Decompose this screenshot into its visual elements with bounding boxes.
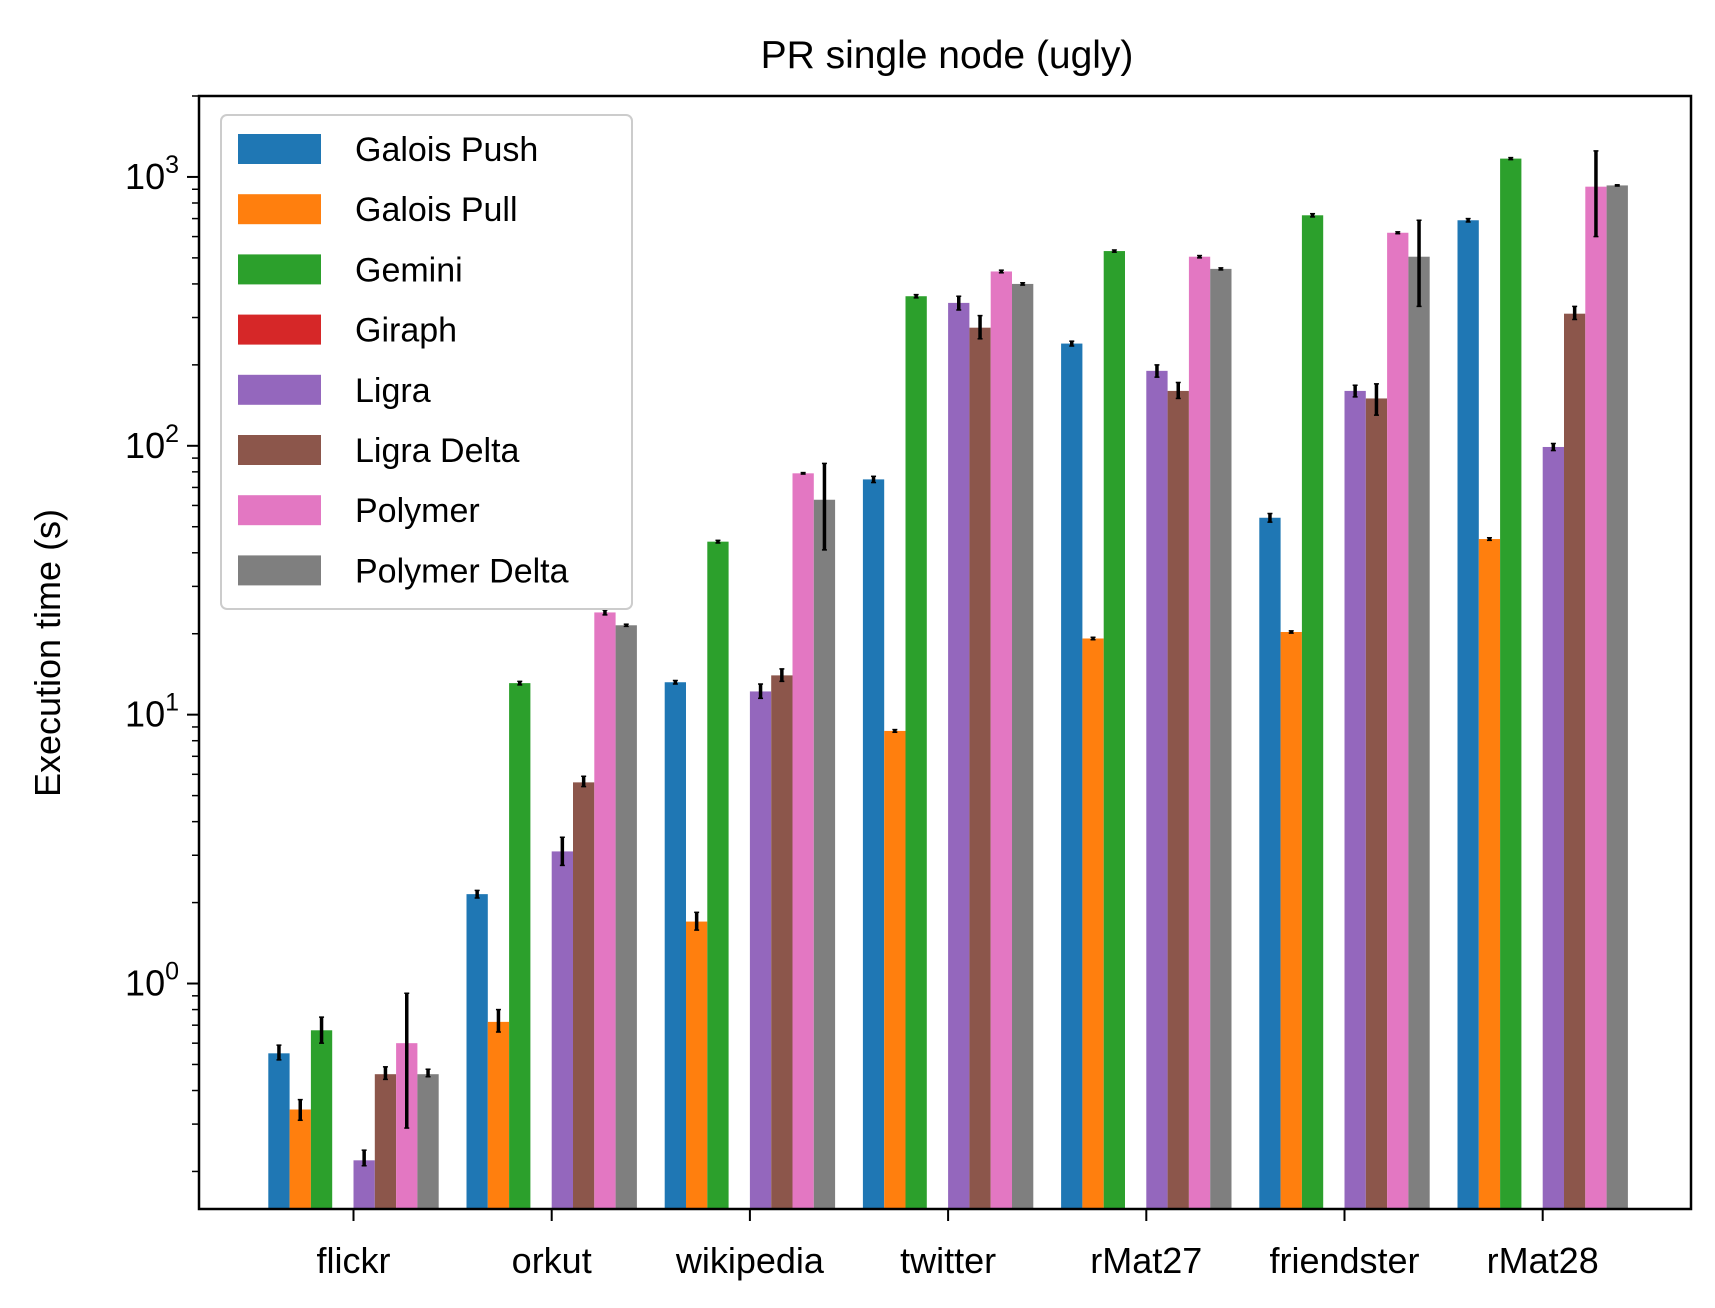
y-tick-exponent: 0 xyxy=(165,958,179,986)
bar xyxy=(1082,638,1104,1209)
x-tick-label: rMat27 xyxy=(1090,1240,1202,1281)
legend-swatch xyxy=(238,555,321,586)
bar xyxy=(813,499,836,1209)
legend-label: Polymer xyxy=(355,492,480,530)
bar xyxy=(1478,539,1501,1209)
legend-swatch xyxy=(238,314,321,345)
bar xyxy=(1280,631,1302,1209)
bar xyxy=(1167,390,1189,1210)
bar xyxy=(1301,215,1324,1209)
chart-title: PR single node (ugly) xyxy=(761,34,1134,77)
bar xyxy=(1344,390,1366,1210)
legend: Galois Push Galois Pull Gemini Giraph Ligra L… xyxy=(220,114,633,610)
bar xyxy=(905,296,927,1209)
legend-swatch xyxy=(238,134,321,164)
bar xyxy=(1146,370,1168,1209)
bar xyxy=(573,782,595,1209)
bar xyxy=(1542,446,1564,1209)
x-tick-label: twitter xyxy=(900,1240,996,1281)
legend-label: Ligra xyxy=(355,372,431,410)
bar xyxy=(1500,158,1522,1210)
bar xyxy=(1457,220,1479,1209)
y-tick-exponent: 3 xyxy=(165,151,179,179)
x-tick-label: rMat28 xyxy=(1487,1240,1599,1281)
legend-label: Galois Pull xyxy=(355,191,518,229)
legend-swatch xyxy=(238,254,321,285)
bars-layer xyxy=(268,158,1628,1210)
x-tick-label: flickr xyxy=(317,1240,391,1281)
bar xyxy=(1103,251,1125,1210)
y-axis-label: Execution time (s) xyxy=(27,509,68,797)
bar xyxy=(1012,283,1034,1209)
bar xyxy=(466,894,488,1209)
bar xyxy=(1564,313,1586,1210)
bar xyxy=(487,1021,510,1209)
bar xyxy=(862,479,885,1210)
y-tick-label: 102 xyxy=(125,420,179,466)
bar xyxy=(1606,185,1628,1210)
x-tick-label: wikipedia xyxy=(675,1240,825,1281)
bar xyxy=(664,682,686,1209)
legend-swatch xyxy=(238,435,321,465)
bar xyxy=(1387,232,1409,1209)
y-tick-exponent: 1 xyxy=(165,689,179,717)
bar xyxy=(1408,256,1430,1210)
bar xyxy=(969,327,991,1210)
bar xyxy=(353,1160,375,1209)
bar xyxy=(268,1053,290,1209)
legend-label: Giraph xyxy=(355,312,457,350)
bar xyxy=(792,473,814,1209)
bar xyxy=(884,730,906,1209)
bar xyxy=(1061,343,1083,1209)
bar xyxy=(1210,268,1232,1209)
bar xyxy=(615,625,637,1209)
bar xyxy=(948,302,970,1209)
bar xyxy=(1259,517,1281,1209)
legend-label: Polymer Delta xyxy=(355,552,569,590)
bar xyxy=(289,1109,311,1209)
bar xyxy=(594,612,616,1209)
legend-box xyxy=(220,114,633,610)
bar xyxy=(310,1030,333,1209)
bar xyxy=(1365,398,1388,1210)
bar xyxy=(551,851,573,1209)
bar xyxy=(749,691,772,1209)
legend-swatch xyxy=(238,495,321,526)
legend-label: Ligra Delta xyxy=(355,432,520,470)
plot-frame xyxy=(197,94,1693,1211)
x-tick-label: orkut xyxy=(512,1240,592,1281)
y-tick-base: 10 xyxy=(125,156,165,197)
legend-swatch xyxy=(238,194,321,225)
legend-swatch xyxy=(238,374,321,405)
x-tick-label: friendster xyxy=(1269,1240,1419,1281)
y-tick-label: 101 xyxy=(125,689,179,735)
bar xyxy=(771,675,793,1209)
legend-label: Gemini xyxy=(355,251,463,289)
bar xyxy=(509,683,531,1209)
bar xyxy=(707,541,729,1209)
bar xyxy=(374,1074,397,1209)
error-bars-layer xyxy=(276,150,1620,1167)
bar xyxy=(990,271,1012,1209)
bar xyxy=(1585,186,1607,1210)
bar xyxy=(417,1074,439,1209)
bar xyxy=(686,921,708,1209)
y-tick-exponent: 2 xyxy=(165,420,179,448)
y-tick-base: 10 xyxy=(125,425,165,466)
y-tick-base: 10 xyxy=(125,963,165,1004)
bar xyxy=(1188,256,1211,1210)
legend-label: Galois Push xyxy=(355,131,538,169)
y-tick-base: 10 xyxy=(125,694,165,735)
y-tick-label: 100 xyxy=(125,958,179,1004)
y-tick-label: 103 xyxy=(125,151,179,197)
